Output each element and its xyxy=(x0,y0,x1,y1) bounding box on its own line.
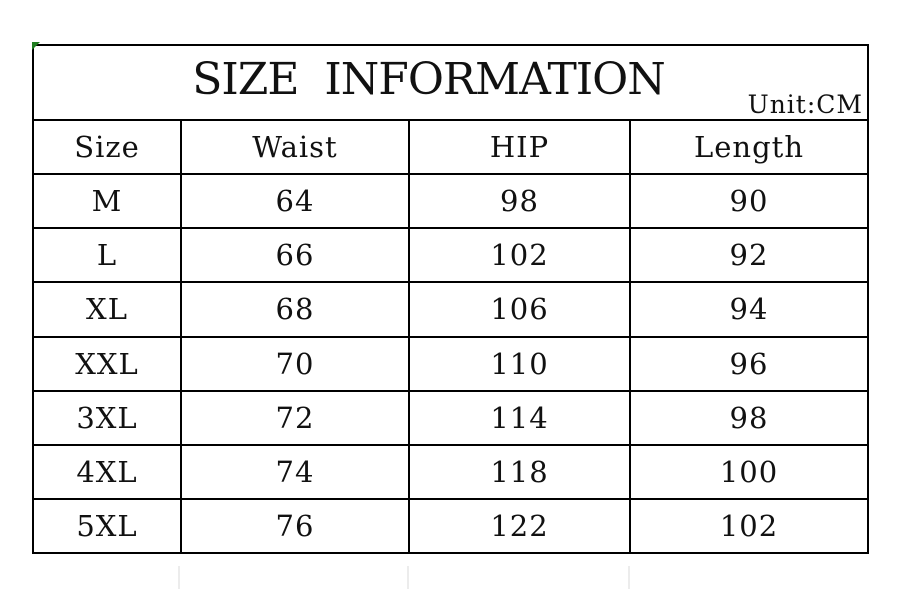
table-cell-size: L xyxy=(34,227,180,281)
table-cell-length: 98 xyxy=(629,389,867,444)
table-cell-length: 96 xyxy=(629,335,867,390)
table-cell-waist: 72 xyxy=(180,389,408,444)
gridline-stub xyxy=(628,566,630,589)
column-header-waist: Waist xyxy=(180,119,408,174)
title-row: SIZE INFORMATION Unit:CM xyxy=(34,46,867,119)
unit-label: Unit:CM xyxy=(747,90,863,119)
table-cell-hip: 110 xyxy=(408,335,629,390)
column-header-length: Length xyxy=(629,119,867,174)
table-cell-length: 90 xyxy=(629,173,867,228)
table-cell-length: 100 xyxy=(629,443,867,498)
table-cell-waist: 64 xyxy=(180,173,408,228)
table-cell-size: 4XL xyxy=(34,443,180,498)
table-cell-size: M xyxy=(34,173,180,227)
gridline-stub xyxy=(407,566,409,589)
green-corner-marker xyxy=(32,42,40,50)
size-table: SIZE INFORMATION Unit:CM Size Waist HIP … xyxy=(32,44,869,554)
table-cell-hip: 118 xyxy=(408,443,629,498)
table-cell-length: 94 xyxy=(629,281,867,336)
table-cell-hip: 102 xyxy=(408,227,629,282)
table-cell-hip: 98 xyxy=(408,173,629,228)
table-cell-size: 5XL xyxy=(34,497,180,552)
page-title: SIZE INFORMATION xyxy=(192,54,666,105)
size-table-grid: Size Waist HIP Length M 64 98 90 L 66 10… xyxy=(34,119,867,552)
table-cell-length: 92 xyxy=(629,227,867,282)
table-cell-waist: 68 xyxy=(180,281,408,336)
column-header-hip: HIP xyxy=(408,119,629,174)
table-cell-size: XXL xyxy=(34,335,180,390)
gridline-stub xyxy=(178,566,180,589)
table-cell-waist: 70 xyxy=(180,335,408,390)
table-cell-waist: 74 xyxy=(180,443,408,498)
table-cell-hip: 114 xyxy=(408,389,629,444)
table-cell-hip: 106 xyxy=(408,281,629,336)
column-header-size: Size xyxy=(34,119,180,173)
table-cell-length: 102 xyxy=(629,497,867,552)
table-cell-waist: 76 xyxy=(180,497,408,552)
table-cell-waist: 66 xyxy=(180,227,408,282)
table-cell-hip: 122 xyxy=(408,497,629,552)
table-cell-size: 3XL xyxy=(34,389,180,444)
table-cell-size: XL xyxy=(34,281,180,335)
